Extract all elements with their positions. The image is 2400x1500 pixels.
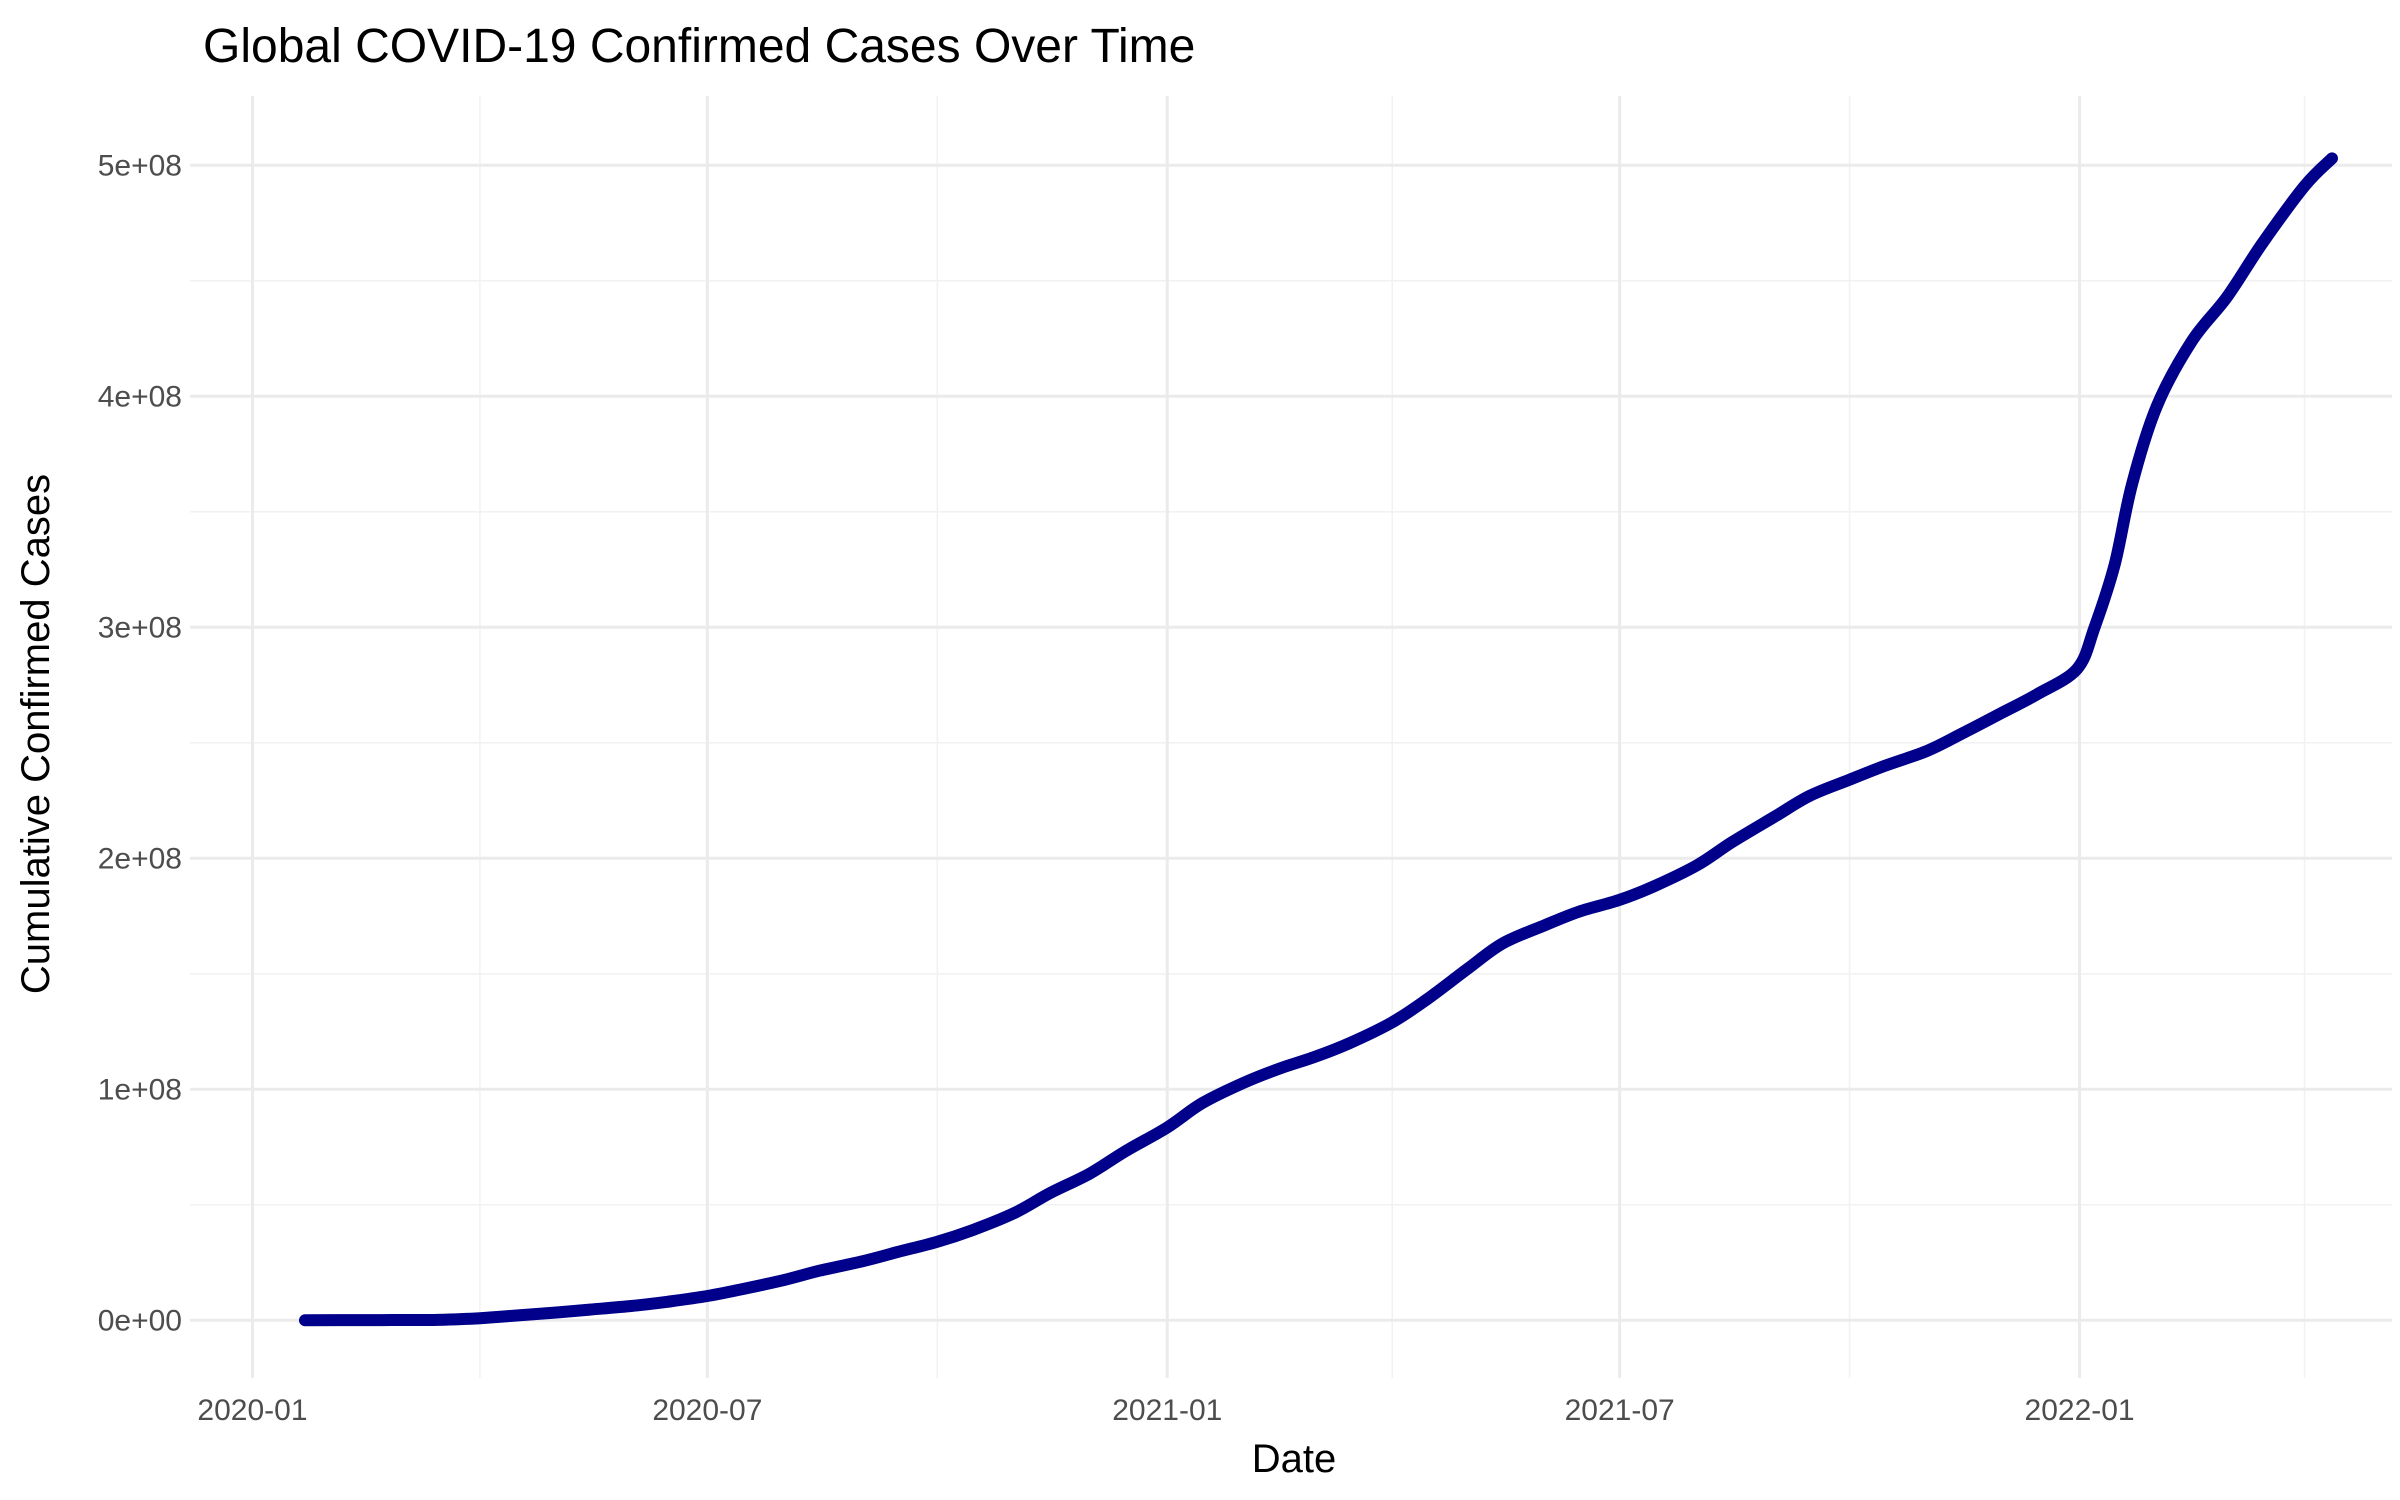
y-tick-label: 3e+08 <box>98 611 182 644</box>
x-tick-label: 2021-01 <box>1112 1394 1222 1427</box>
x-tick-label: 2020-01 <box>197 1394 307 1427</box>
chart-title: Global COVID-19 Confirmed Cases Over Tim… <box>203 20 1195 73</box>
x-axis-tick-labels: 2020-01 2020-07 2021-01 2021-07 2022-01 <box>197 1394 2134 1427</box>
y-tick-label: 4e+08 <box>98 380 182 413</box>
gridlines <box>190 96 2392 1378</box>
x-tick-label: 2021-07 <box>1565 1394 1675 1427</box>
minor-gridlines <box>190 96 2392 1378</box>
series-layer <box>299 152 2338 1327</box>
x-tick-label: 2022-01 <box>2025 1394 2135 1427</box>
x-axis-title: Date <box>1252 1437 1337 1481</box>
y-tick-label: 0e+00 <box>98 1304 182 1337</box>
major-gridlines <box>190 96 2392 1378</box>
y-axis-tick-labels: 0e+00 1e+08 2e+08 3e+08 4e+08 5e+08 <box>98 149 182 1337</box>
x-tick-label: 2020-07 <box>652 1394 762 1427</box>
y-tick-label: 1e+08 <box>98 1073 182 1106</box>
y-tick-label: 2e+08 <box>98 842 182 875</box>
y-axis-title: Cumulative Confirmed Cases <box>14 474 58 994</box>
series-line <box>299 152 2338 1327</box>
y-tick-label: 5e+08 <box>98 149 182 182</box>
